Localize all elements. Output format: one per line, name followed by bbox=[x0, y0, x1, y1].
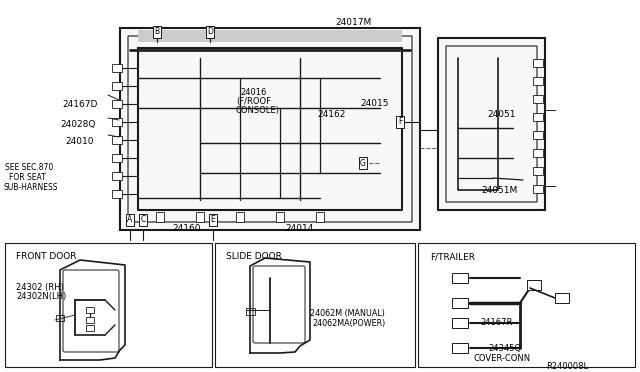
Text: CONSOLE): CONSOLE) bbox=[236, 106, 280, 115]
Bar bbox=[112, 154, 122, 162]
FancyBboxPatch shape bbox=[438, 38, 545, 210]
Text: 24302N(LH): 24302N(LH) bbox=[16, 292, 67, 301]
Bar bbox=[533, 185, 543, 193]
Bar bbox=[533, 113, 543, 121]
Text: 24014: 24014 bbox=[285, 224, 314, 233]
Text: 24062M (MANUAL): 24062M (MANUAL) bbox=[310, 309, 385, 318]
Bar bbox=[138, 30, 402, 42]
Text: SLIDE DOOR: SLIDE DOOR bbox=[226, 252, 282, 261]
Bar bbox=[196, 212, 204, 222]
Bar bbox=[112, 100, 122, 108]
Bar bbox=[112, 136, 122, 144]
Text: FOR SEAT: FOR SEAT bbox=[9, 173, 45, 182]
Text: 24010: 24010 bbox=[65, 137, 93, 146]
Bar bbox=[156, 212, 164, 222]
Text: 24345Q: 24345Q bbox=[488, 344, 521, 353]
Bar bbox=[215, 243, 415, 367]
Bar bbox=[452, 343, 468, 353]
Text: 24051: 24051 bbox=[487, 110, 515, 119]
Bar bbox=[112, 64, 122, 72]
Text: 24162: 24162 bbox=[317, 110, 346, 119]
Text: 24017M: 24017M bbox=[335, 18, 371, 27]
Bar bbox=[56, 315, 64, 321]
Bar bbox=[533, 95, 543, 103]
Text: (F/ROOF: (F/ROOF bbox=[236, 97, 271, 106]
Bar bbox=[533, 77, 543, 85]
Bar bbox=[533, 167, 543, 175]
Text: 24167D: 24167D bbox=[62, 100, 97, 109]
Bar bbox=[236, 212, 244, 222]
Bar bbox=[86, 317, 94, 323]
Bar bbox=[112, 118, 122, 126]
Text: SUB-HARNESS: SUB-HARNESS bbox=[4, 183, 58, 192]
Text: SEE SEC.870: SEE SEC.870 bbox=[5, 163, 53, 172]
Text: 24028Q: 24028Q bbox=[60, 120, 95, 129]
Bar bbox=[452, 318, 468, 328]
Text: COVER-CONN: COVER-CONN bbox=[474, 354, 531, 363]
Bar bbox=[276, 212, 284, 222]
Text: C: C bbox=[140, 215, 146, 224]
Text: 24160: 24160 bbox=[172, 224, 200, 233]
Bar bbox=[527, 280, 541, 290]
Text: F: F bbox=[398, 118, 402, 126]
Text: 24015: 24015 bbox=[360, 99, 388, 108]
Bar bbox=[533, 131, 543, 139]
FancyBboxPatch shape bbox=[120, 28, 420, 230]
Text: 24016: 24016 bbox=[240, 88, 266, 97]
Bar bbox=[316, 212, 324, 222]
Text: E: E bbox=[211, 215, 216, 224]
Text: FRONT DOOR: FRONT DOOR bbox=[16, 252, 77, 261]
Bar bbox=[112, 82, 122, 90]
Text: B: B bbox=[154, 28, 159, 36]
Text: R240008L: R240008L bbox=[546, 362, 588, 371]
Text: 24302 (RH): 24302 (RH) bbox=[16, 283, 64, 292]
Bar bbox=[5, 243, 212, 367]
Bar bbox=[452, 298, 468, 308]
Text: D: D bbox=[207, 28, 213, 36]
Bar bbox=[86, 307, 94, 313]
Text: G: G bbox=[360, 158, 366, 167]
Bar bbox=[452, 273, 468, 283]
Bar bbox=[418, 243, 635, 367]
Text: 24062MA(POWER): 24062MA(POWER) bbox=[312, 319, 385, 328]
Bar bbox=[533, 59, 543, 67]
Text: A: A bbox=[127, 215, 132, 224]
Bar bbox=[533, 149, 543, 157]
Bar bbox=[86, 325, 94, 331]
Bar bbox=[555, 293, 569, 303]
Text: 24051M: 24051M bbox=[481, 186, 517, 195]
Bar bbox=[112, 172, 122, 180]
Text: F/TRAILER: F/TRAILER bbox=[430, 252, 475, 261]
Text: 24167R: 24167R bbox=[480, 318, 513, 327]
Bar bbox=[246, 308, 255, 315]
Bar bbox=[112, 190, 122, 198]
